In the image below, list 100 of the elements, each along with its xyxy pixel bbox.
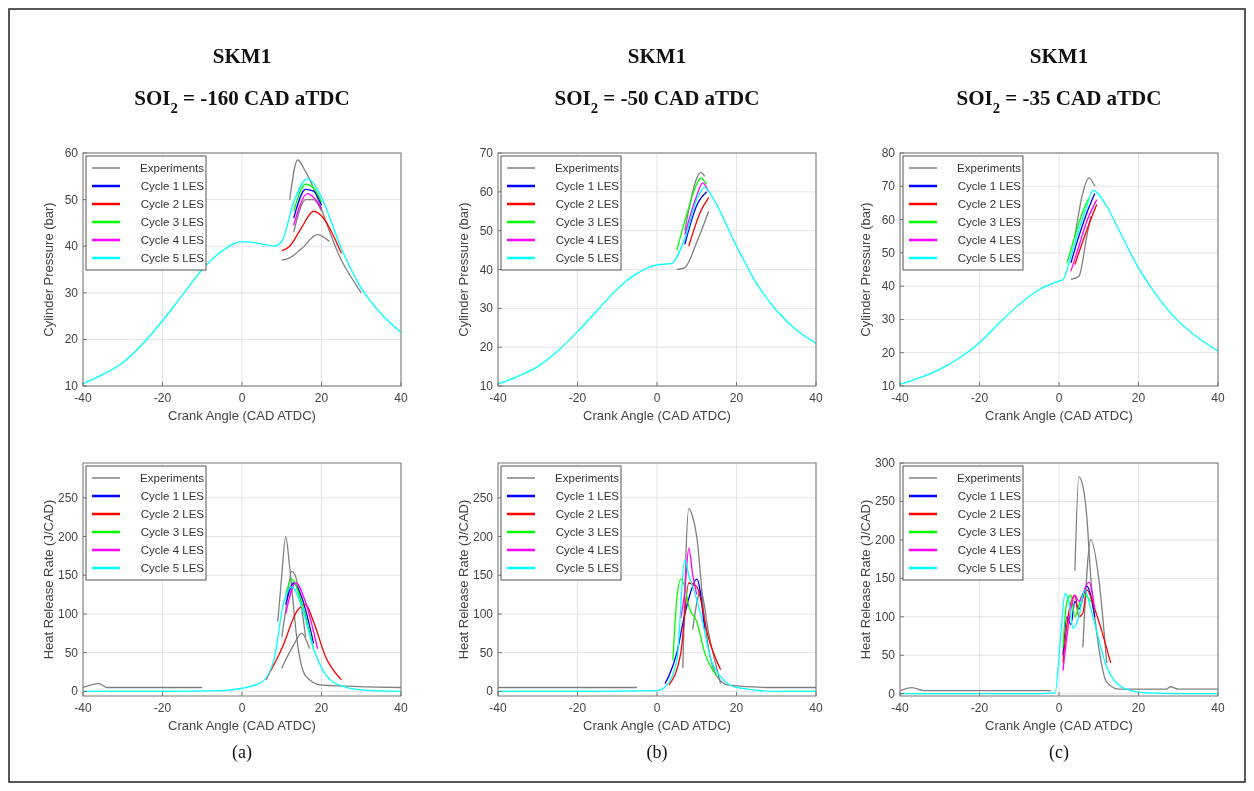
chart-title: SKM1 — [1029, 44, 1089, 68]
legend-label: Cycle 5 LES — [555, 252, 620, 264]
x-tick-label: 0 — [653, 701, 661, 715]
y-tick-label: 80 — [881, 146, 896, 160]
legend-label: Experiments — [957, 162, 1022, 174]
y-axis-title: Heat Release Rate (J/CAD) — [456, 499, 471, 660]
y-tick-label: 0 — [888, 686, 896, 701]
legend-label: Cycle 2 LES — [555, 508, 620, 520]
legend-label: Cycle 4 LES — [957, 544, 1022, 556]
y-tick-label: 150 — [472, 568, 494, 583]
y-tick-label: 50 — [881, 648, 896, 663]
legend-label: Cycle 4 LES — [140, 544, 205, 556]
y-tick-label: 30 — [881, 312, 896, 327]
y-tick-label: 40 — [479, 262, 494, 277]
legend-label: Experiments — [555, 162, 620, 174]
x-tick-label: 20 — [314, 391, 329, 405]
y-tick-label: 10 — [64, 379, 79, 393]
legend-label: Experiments — [140, 162, 205, 174]
y-tick-label: 20 — [64, 332, 79, 347]
x-tick-label: -20 — [568, 701, 587, 715]
legend-label: Cycle 1 LES — [555, 490, 620, 502]
y-tick-label: 60 — [64, 146, 79, 160]
legend-label: Cycle 4 LES — [555, 544, 620, 556]
x-tick-label: -40 — [74, 391, 92, 405]
legend-label: Cycle 5 LES — [140, 562, 205, 574]
x-tick-label: -40 — [891, 701, 909, 715]
text: (c) — [1049, 742, 1069, 763]
y-tick-label: 50 — [64, 192, 79, 207]
x-tick-label: 20 — [1131, 391, 1146, 405]
x-tick-label: -40 — [74, 701, 92, 715]
legend-label: Cycle 2 LES — [555, 198, 620, 210]
y-tick-label: 100 — [472, 606, 494, 621]
x-tick-label: 0 — [238, 701, 246, 715]
y-tick-label: 60 — [479, 184, 494, 199]
x-tick-label: 0 — [1055, 701, 1063, 715]
x-tick-label: -20 — [970, 391, 989, 405]
x-tick-label: 0 — [653, 391, 661, 405]
chart-subtitle: SOI$_{2}$ = -50 CAD aTDC — [554, 86, 760, 116]
y-tick-label: 40 — [881, 279, 896, 294]
y-tick-label: 10 — [881, 379, 896, 393]
legend-label: Cycle 2 LES — [140, 508, 205, 520]
chart-title: SKM1 — [212, 44, 272, 68]
y-axis-title: Heat Release Rate (J/CAD) — [41, 499, 56, 660]
x-tick-label: 40 — [1211, 701, 1225, 715]
chart-subtitle: SOI$_{2}$ = -35 CAD aTDC — [956, 86, 1162, 116]
y-tick-label: 0 — [71, 684, 79, 699]
x-tick-label: 40 — [394, 391, 408, 405]
x-axis-title: Crank Angle (CAD ATDC) — [583, 718, 731, 733]
y-tick-label: 250 — [874, 494, 896, 509]
y-tick-label: 100 — [874, 609, 896, 624]
x-tick-label: -20 — [153, 391, 172, 405]
legend-label: Experiments — [957, 472, 1022, 484]
x-tick-label: 20 — [729, 701, 744, 715]
legend-label: Cycle 5 LES — [140, 252, 205, 264]
legend-label: Cycle 3 LES — [555, 526, 620, 538]
y-axis-title: Heat Release Rate (J/CAD) — [858, 499, 873, 660]
x-tick-label: 20 — [314, 701, 329, 715]
chart-title: SKM1 — [627, 44, 687, 68]
legend-label: Cycle 3 LES — [140, 526, 205, 538]
y-axis-title: Cylinder Pressure (bar) — [858, 202, 873, 337]
x-axis-title: Crank Angle (CAD ATDC) — [168, 718, 316, 733]
legend-label: Experiments — [140, 472, 205, 484]
legend-label: Experiments — [555, 472, 620, 484]
x-tick-label: -20 — [970, 701, 989, 715]
chart-subtitle: SOI$_{2}$ = -160 CAD aTDC — [134, 86, 350, 116]
x-tick-label: -40 — [891, 391, 909, 405]
legend-label: Cycle 2 LES — [957, 198, 1022, 210]
y-tick-label: 20 — [881, 345, 896, 360]
legend-label: Cycle 4 LES — [140, 234, 205, 246]
y-tick-label: 70 — [881, 179, 896, 194]
x-tick-label: 0 — [1055, 391, 1063, 405]
x-tick-label: -20 — [568, 391, 587, 405]
x-tick-label: 40 — [394, 701, 408, 715]
y-tick-label: 150 — [874, 571, 896, 586]
y-tick-label: 200 — [472, 529, 494, 544]
y-tick-label: 50 — [881, 245, 896, 260]
text: (b) — [646, 742, 668, 763]
y-tick-label: 300 — [874, 456, 896, 470]
legend-label: Cycle 3 LES — [140, 216, 205, 228]
y-tick-label: 250 — [472, 490, 494, 505]
legend-label: Cycle 4 LES — [957, 234, 1022, 246]
legend-label: Cycle 5 LES — [957, 562, 1022, 574]
y-tick-label: 200 — [874, 532, 896, 547]
y-tick-label: 10 — [479, 379, 494, 393]
legend-label: Cycle 2 LES — [957, 508, 1022, 520]
y-axis-title: Cylinder Pressure (bar) — [456, 202, 471, 337]
legend-label: Cycle 1 LES — [957, 490, 1022, 502]
legend-label: Cycle 3 LES — [957, 216, 1022, 228]
x-tick-label: 20 — [1131, 701, 1146, 715]
y-tick-label: 50 — [479, 223, 494, 238]
x-tick-label: -20 — [153, 701, 172, 715]
y-tick-label: 70 — [479, 146, 494, 160]
legend-label: Cycle 5 LES — [555, 562, 620, 574]
text: (a) — [232, 742, 252, 763]
x-tick-label: -40 — [489, 391, 507, 405]
x-tick-label: 40 — [809, 701, 823, 715]
legend-label: Cycle 3 LES — [957, 526, 1022, 538]
legend-label: Cycle 5 LES — [957, 252, 1022, 264]
x-axis-title: Crank Angle (CAD ATDC) — [985, 718, 1133, 733]
y-tick-label: 40 — [64, 239, 79, 254]
